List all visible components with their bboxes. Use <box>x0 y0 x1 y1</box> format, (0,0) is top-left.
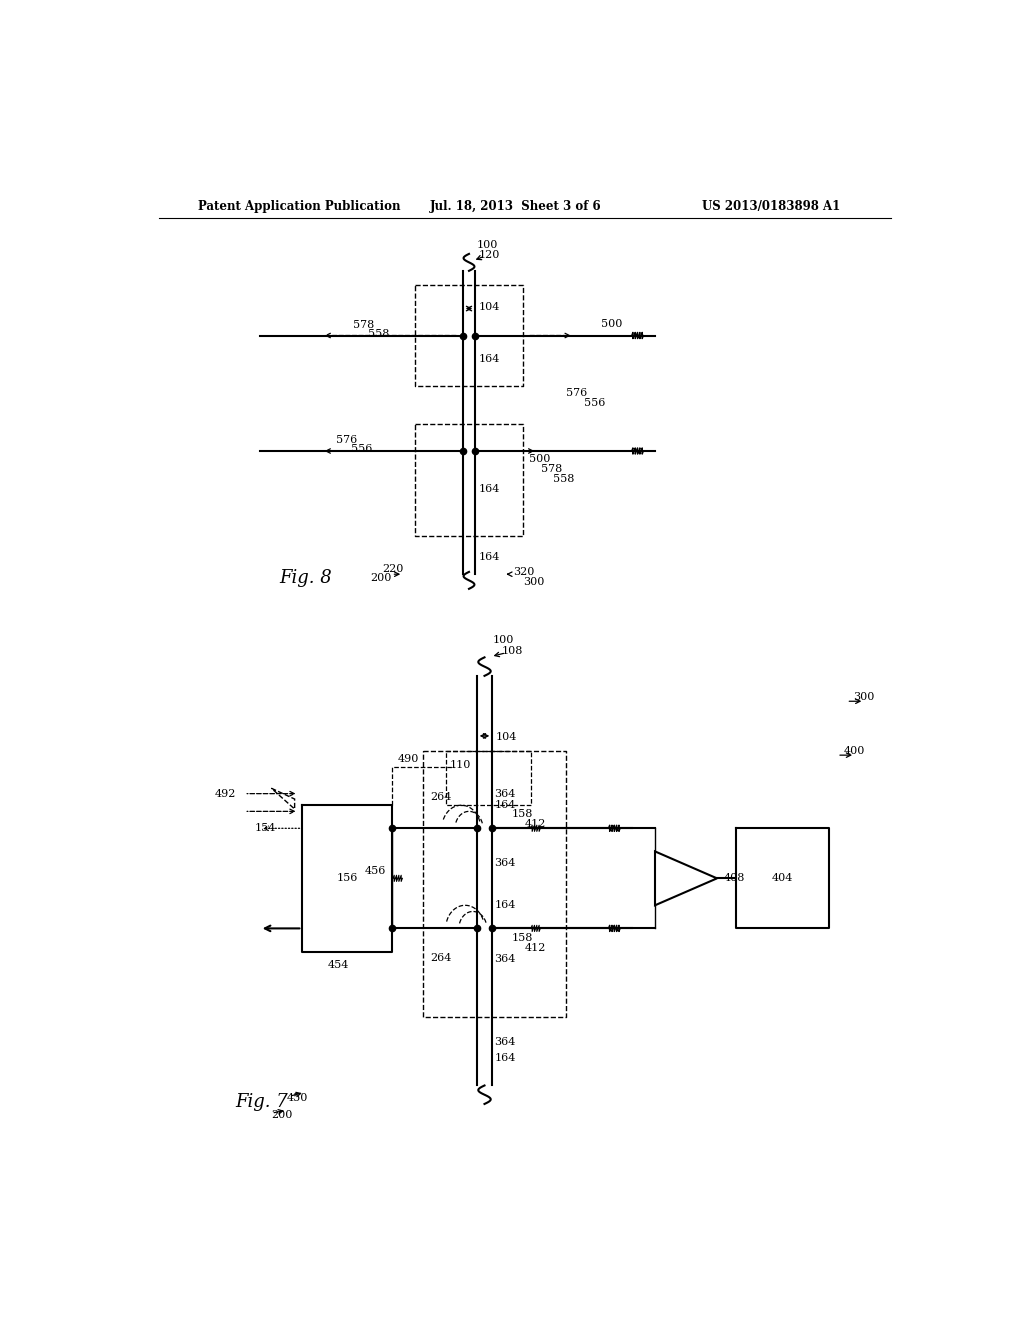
Text: 200: 200 <box>370 573 391 583</box>
Text: Fig. 7: Fig. 7 <box>234 1093 288 1110</box>
Text: 104: 104 <box>496 733 517 742</box>
Text: 578: 578 <box>352 319 374 330</box>
Text: 164: 164 <box>495 1053 516 1063</box>
Text: 158: 158 <box>512 809 534 820</box>
Text: 264: 264 <box>430 953 452 962</box>
Text: 120: 120 <box>479 251 501 260</box>
Text: 558: 558 <box>553 474 574 483</box>
Text: 164: 164 <box>478 484 500 495</box>
Text: 156: 156 <box>336 874 357 883</box>
Text: 164: 164 <box>478 354 500 363</box>
Text: 300: 300 <box>853 693 874 702</box>
Text: 364: 364 <box>495 788 516 799</box>
Text: 578: 578 <box>541 463 562 474</box>
Text: 450: 450 <box>287 1093 308 1102</box>
Text: 400: 400 <box>844 746 864 756</box>
Text: 364: 364 <box>495 1038 516 1047</box>
Text: 154: 154 <box>254 824 275 833</box>
Text: 412: 412 <box>524 942 546 953</box>
Text: 500: 500 <box>529 454 551 463</box>
Text: 408: 408 <box>723 874 744 883</box>
Text: 158: 158 <box>512 933 534 942</box>
Text: 492: 492 <box>215 788 237 799</box>
Text: 404: 404 <box>772 874 794 883</box>
Text: US 2013/0183898 A1: US 2013/0183898 A1 <box>701 199 840 213</box>
Text: 164: 164 <box>478 552 500 562</box>
Text: Jul. 18, 2013  Sheet 3 of 6: Jul. 18, 2013 Sheet 3 of 6 <box>430 199 602 213</box>
Text: 300: 300 <box>523 577 545 587</box>
Text: 556: 556 <box>584 399 605 408</box>
Text: Fig. 8: Fig. 8 <box>280 569 332 587</box>
Text: 556: 556 <box>351 445 373 454</box>
Text: Patent Application Publication: Patent Application Publication <box>198 199 400 213</box>
Text: 364: 364 <box>495 954 516 964</box>
Text: 264: 264 <box>430 792 452 803</box>
Text: 490: 490 <box>397 754 419 764</box>
Text: 558: 558 <box>369 329 389 339</box>
Text: 320: 320 <box>513 566 535 577</box>
Text: 364: 364 <box>495 858 516 869</box>
Text: 454: 454 <box>328 961 349 970</box>
Text: 412: 412 <box>524 820 546 829</box>
Text: 104: 104 <box>478 302 500 312</box>
Text: 100: 100 <box>477 240 498 249</box>
Text: 500: 500 <box>601 319 623 329</box>
Text: 108: 108 <box>502 647 523 656</box>
Text: 100: 100 <box>493 635 514 644</box>
Text: 200: 200 <box>271 1110 293 1119</box>
Text: 456: 456 <box>365 866 386 875</box>
Text: 576: 576 <box>566 388 587 399</box>
Text: 576: 576 <box>336 436 357 445</box>
Text: 110: 110 <box>450 760 471 770</box>
Text: 164: 164 <box>495 800 516 810</box>
Text: 164: 164 <box>495 900 516 911</box>
Text: 220: 220 <box>382 564 403 574</box>
